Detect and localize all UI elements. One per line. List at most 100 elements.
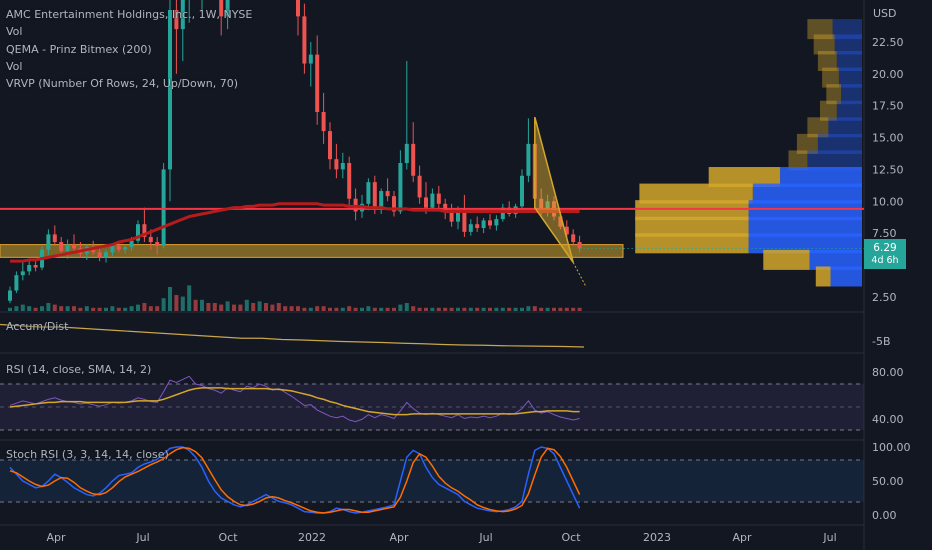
vrvp-up-bar (788, 150, 808, 171)
volume-bar (468, 307, 473, 311)
vrvp-down-bar (809, 249, 862, 270)
vrvp-up-bar (763, 249, 810, 270)
price-tick-label: 12.50 (872, 163, 904, 176)
volume-bar (148, 306, 153, 311)
vrvp-down-bar (832, 19, 862, 40)
candle-body (129, 240, 134, 248)
volume-bar (8, 307, 12, 311)
volume-bar (168, 287, 172, 311)
candle-body (308, 54, 313, 64)
candle-body (52, 234, 57, 243)
vrvp-legend[interactable]: VRVP (Number Of Rows, 24, Up/Down, 70) (6, 77, 239, 90)
time-tick-label: Oct (561, 531, 581, 544)
vrvp-up-bar (635, 216, 749, 237)
volume-bar (449, 307, 454, 311)
accum-dist-line (0, 323, 585, 348)
volume-bar (424, 307, 428, 311)
candle-body (347, 163, 352, 199)
rsi-legend[interactable]: RSI (14, close, SMA, 14, 2) (6, 363, 152, 376)
candle-body (379, 191, 384, 208)
vrvp-up-bar (635, 233, 749, 254)
candle-body (161, 169, 166, 246)
vrvp-down-bar (748, 233, 862, 254)
volume-bar (475, 307, 480, 311)
price-tick-label: 17.50 (872, 100, 904, 113)
vrvp-up-bar (639, 183, 753, 204)
price-tick-label: 7.50 (872, 227, 897, 240)
vol-legend[interactable]: Vol (6, 25, 23, 38)
vrvp-down-bar (817, 133, 862, 154)
volume-bar (513, 307, 518, 311)
volume-bar (552, 307, 556, 311)
vrvp-down-bar (836, 100, 862, 121)
price-tick-label: 20.00 (872, 68, 904, 81)
rsi-tick-label: 80.00 (872, 366, 904, 379)
background-layer (0, 0, 865, 550)
candle-body (430, 193, 435, 208)
volume-bar (206, 303, 211, 311)
vrvp-up-bar (807, 19, 833, 40)
vrvp-down-bar (838, 67, 862, 88)
volume-bar (283, 306, 288, 311)
volume-bar (334, 307, 339, 311)
volume-bar (14, 306, 19, 311)
volume-bar (270, 304, 275, 311)
volume-bar (27, 306, 32, 311)
candle-body (302, 16, 307, 64)
volume-bar (571, 307, 576, 311)
volume-bar (193, 299, 198, 311)
candle-body (366, 182, 371, 204)
last-price-badge: 6.29 4d 6h (864, 239, 906, 269)
volume-bar (564, 307, 569, 311)
candle-body (14, 275, 19, 291)
vol2-legend[interactable]: Vol (6, 60, 23, 73)
candle-body (571, 234, 576, 243)
stoch-d-line (9, 446, 581, 514)
volume-bar (507, 307, 512, 311)
stoch-rsi-legend[interactable]: Stoch RSI (3, 3, 14, 14, close) (6, 448, 169, 461)
volume-bar (91, 307, 96, 311)
candle-body (8, 290, 12, 301)
volume-bar (526, 306, 531, 311)
volume-profile (635, 19, 862, 287)
accum-dist-legend[interactable]: Accum/Dist (6, 320, 69, 333)
candle-body (27, 265, 32, 272)
stoch-tick-label: 0.00 (872, 509, 897, 522)
volume-bar (398, 304, 403, 311)
volume-bar (404, 303, 409, 311)
stoch-tick-label: 50.00 (872, 475, 904, 488)
candle-body (468, 224, 473, 232)
accum-dist-tick-label: -5B (872, 335, 891, 348)
volume-bar (520, 307, 524, 311)
candle-body (404, 143, 409, 163)
candle-body (296, 0, 300, 17)
time-tick-label: Oct (218, 531, 238, 544)
qema-legend[interactable]: QEMA - Prinz Bitmex (200) (6, 43, 152, 56)
volume-bar (417, 307, 422, 311)
vrvp-down-bar (836, 51, 862, 71)
volume-bar (353, 307, 358, 311)
candle-body (520, 175, 524, 207)
candle-body (488, 220, 492, 226)
candle-body (116, 245, 121, 250)
stoch-tick-label: 100.00 (872, 441, 911, 454)
volume-bar (456, 307, 460, 311)
candle-body (500, 207, 505, 220)
volume-bar (104, 307, 108, 311)
volume-bars (8, 285, 582, 311)
vrvp-up-bar (817, 51, 837, 71)
volume-bar (296, 306, 300, 311)
volume-bar (532, 306, 537, 311)
candle-body (494, 219, 499, 226)
time-tick-label: Jul (478, 531, 492, 544)
volume-bar (372, 307, 377, 311)
volume-bar (347, 306, 352, 311)
candle-body (174, 10, 179, 30)
volume-bar (129, 306, 134, 311)
volume-bar (494, 307, 499, 311)
candle-body (97, 252, 102, 258)
symbol-title[interactable]: AMC Entertainment Holdings, Inc., 1W, NY… (6, 8, 253, 21)
candle-body (65, 244, 70, 251)
volume-bar (366, 306, 371, 311)
